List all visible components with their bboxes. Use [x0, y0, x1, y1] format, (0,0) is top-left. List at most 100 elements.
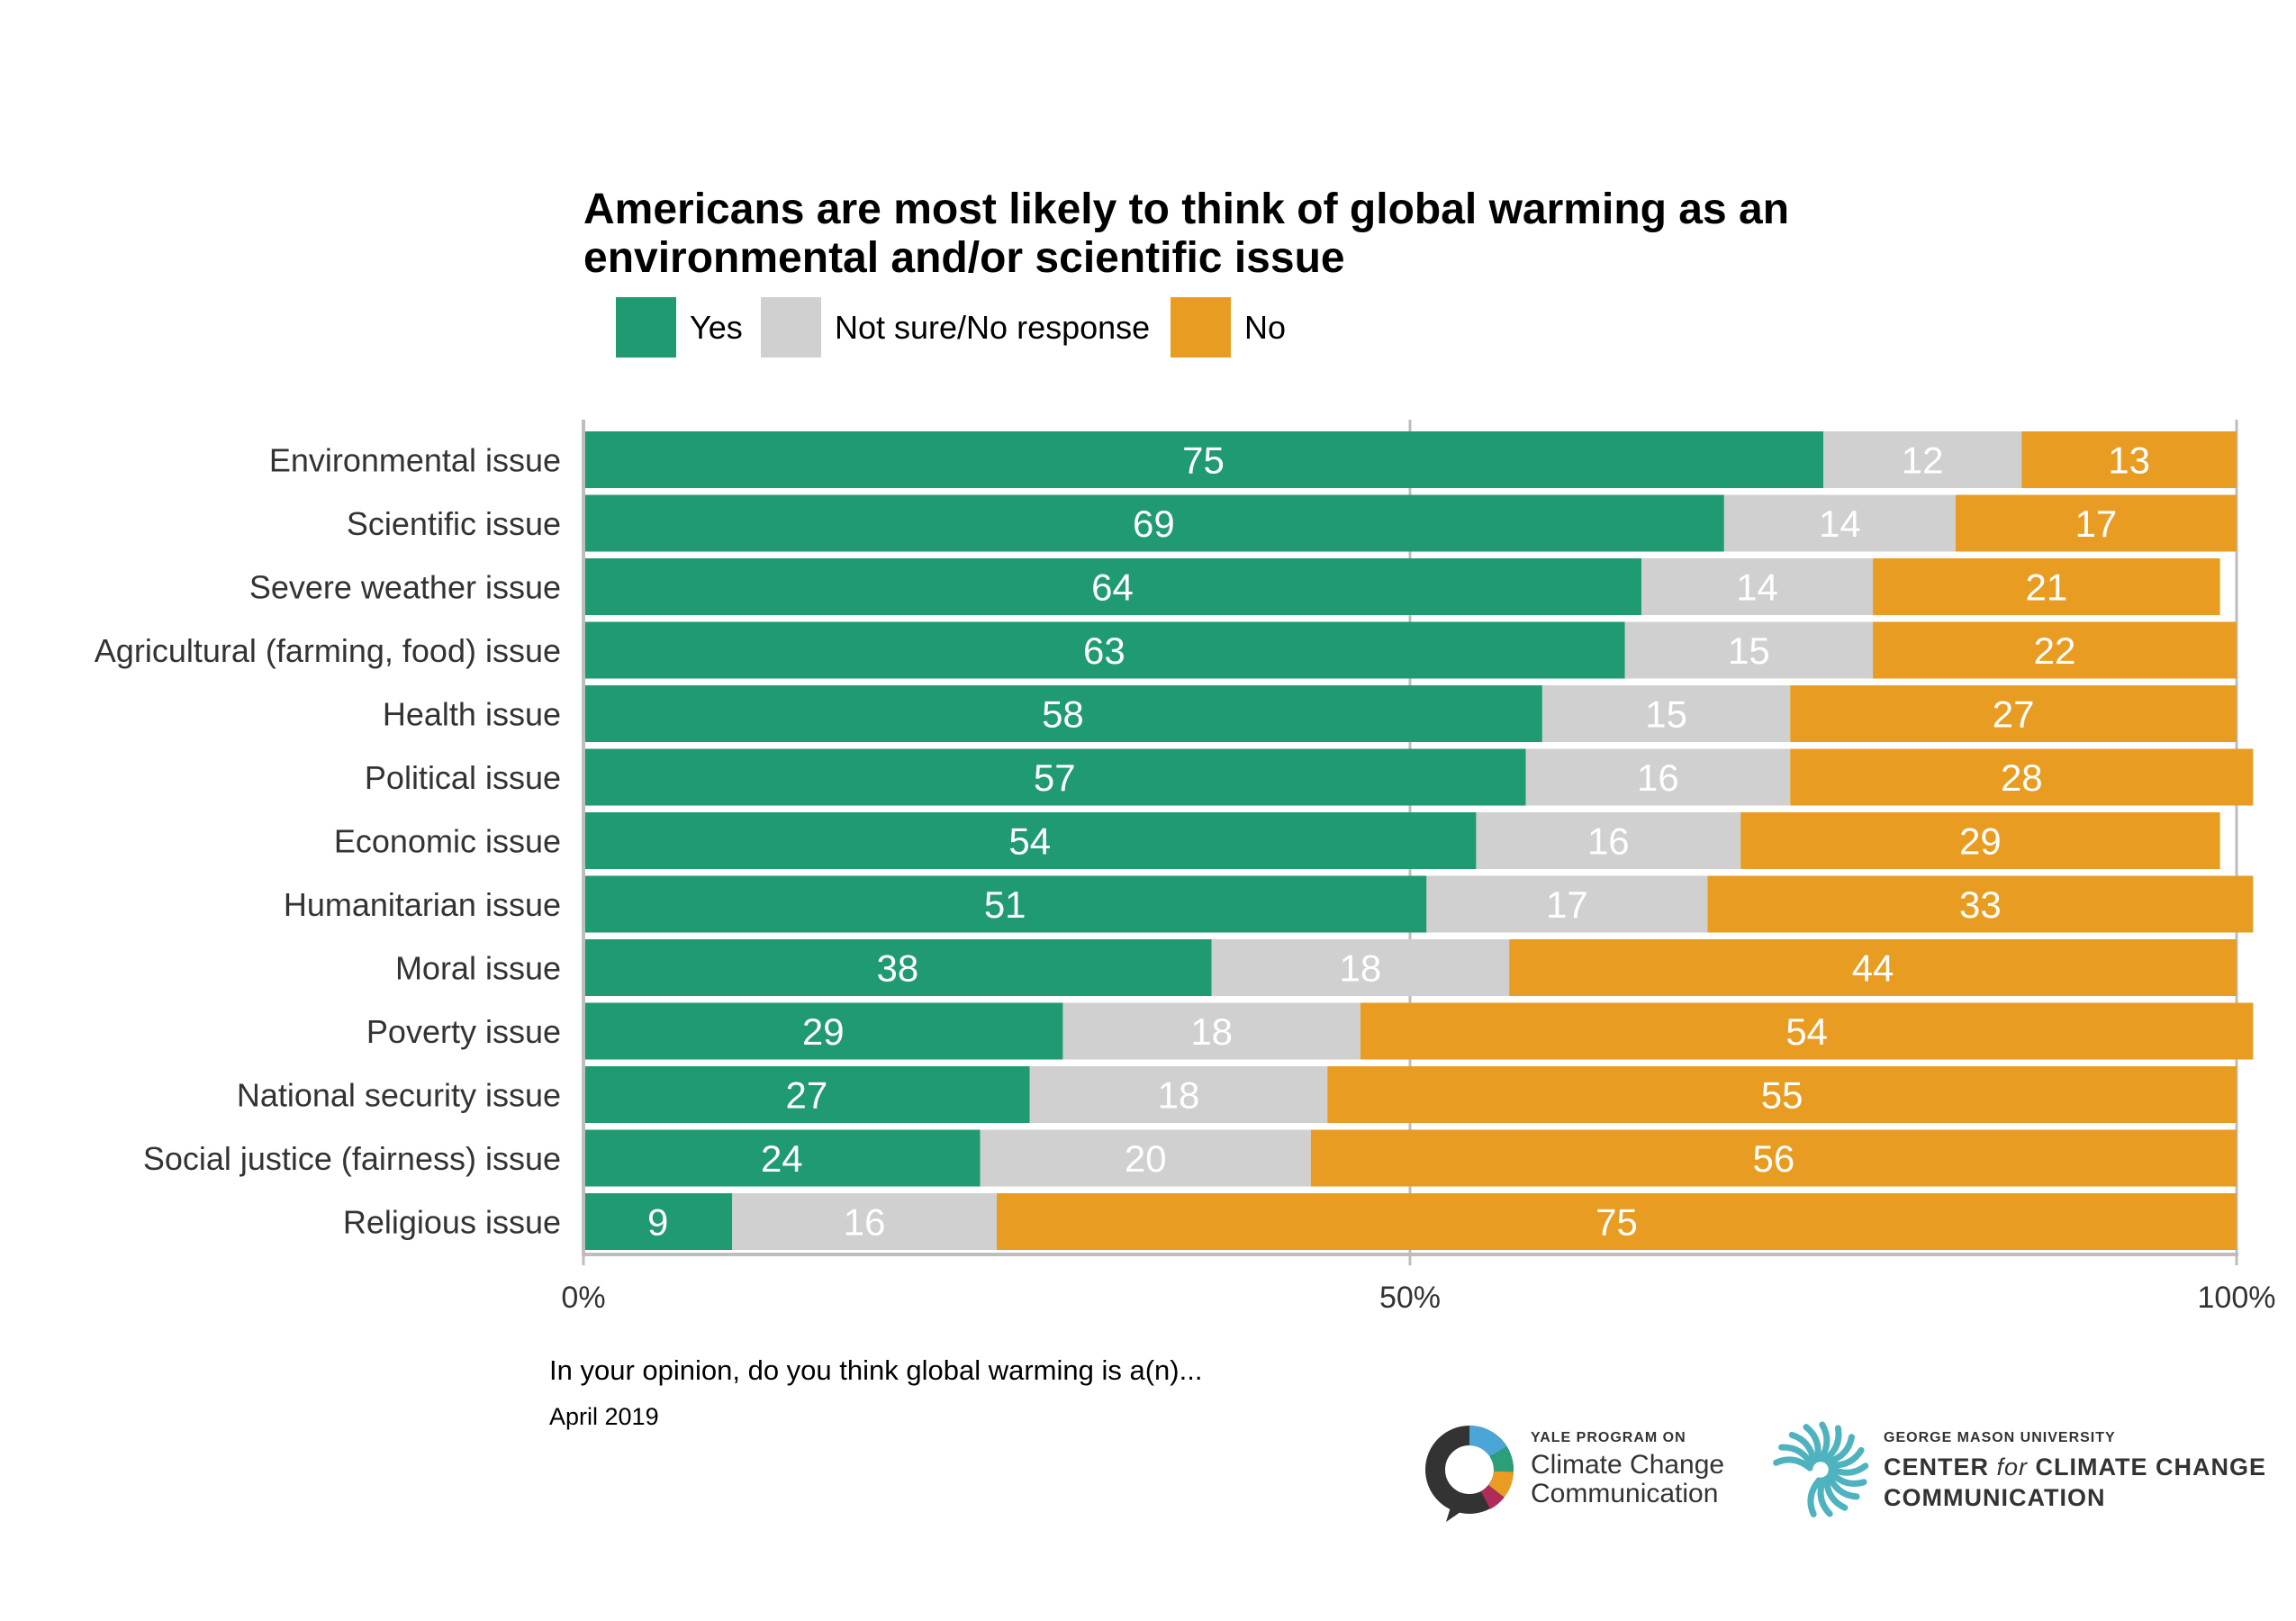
gmu-logo-center: CENTER [1884, 1453, 1997, 1481]
gmu-logo-small-text: GEORGE MASON UNIVERSITY [1884, 1430, 2116, 1445]
value-label-environmental-issue-yes: 75 [1182, 439, 1225, 482]
bar-health-issue-not-sure-no-response [1541, 685, 1791, 742]
yale-speech-bubble-icon [1425, 1426, 1514, 1522]
bar-moral-issue-not-sure-no-response [1211, 939, 1510, 996]
bar-severe-weather-issue-yes [583, 558, 1642, 615]
category-label-environmental-issue: Environmental issue [269, 442, 561, 479]
x-tick-labels: 0% 50% 100% [561, 1281, 2275, 1315]
bar-scientific-issue-yes [583, 494, 1724, 552]
bar-poverty-issue-no [1360, 1002, 2254, 1060]
bar-moral-issue-no [1509, 939, 2237, 996]
value-label-severe-weather-issue-yes: 64 [1091, 566, 1134, 609]
category-label-national-security-issue: National security issue [237, 1077, 561, 1114]
value-label-national-security-issue-yes: 27 [786, 1074, 828, 1117]
value-label-economic-issue-not-sure-no-response: 16 [1587, 820, 1630, 863]
value-label-agricultural-farming-food-issue-no: 22 [2034, 629, 2076, 672]
gmu-burst-icon [1773, 1421, 1869, 1517]
x-tick-label-50: 50% [1379, 1281, 1441, 1315]
bar-health-issue-yes [583, 685, 1542, 742]
bar-poverty-issue-not-sure-no-response [1062, 1002, 1360, 1060]
gmu-burst-ray [1807, 1477, 1822, 1517]
chart-title-line-2: environmental and/or scientific issue [583, 234, 1345, 282]
value-label-poverty-issue-yes: 29 [802, 1010, 845, 1053]
bar-moral-issue-yes [583, 939, 1212, 996]
legend-swatch-not-sure-no-response [761, 297, 821, 358]
x-tick-label-100: 100% [2198, 1281, 2276, 1315]
bar-religious-issue-no [997, 1193, 2237, 1250]
value-label-social-justice-fairness-issue-no: 56 [1753, 1137, 1795, 1180]
bar-national-security-issue-not-sure-no-response [1029, 1066, 1328, 1123]
legend-swatch-yes [616, 297, 676, 358]
bar-poverty-issue-yes [583, 1002, 1063, 1060]
value-label-national-security-issue-not-sure-no-response: 18 [1158, 1074, 1200, 1117]
value-label-moral-issue-no: 44 [1852, 947, 1894, 990]
gmu-logo-line-1: CENTER for CLIMATE CHANGE [1884, 1453, 2266, 1481]
value-label-scientific-issue-not-sure-no-response: 14 [1819, 503, 1861, 545]
bar-economic-issue-yes [583, 812, 1477, 869]
legend: Yes Not sure/No response No [616, 297, 1286, 358]
bars: 75 12 13 69 14 17 64 14 21 63 15 22 58 15 27 57 16 28 54 16… [583, 431, 2254, 1250]
bar-religious-issue-not-sure-no-response [732, 1193, 997, 1250]
gmu-burst-ray [1826, 1472, 1860, 1500]
value-label-religious-issue-no: 75 [1595, 1201, 1638, 1244]
value-label-severe-weather-issue-not-sure-no-response: 14 [1736, 566, 1778, 609]
gmu-burst-ray [1817, 1477, 1833, 1517]
gmu-burst-ray [1828, 1463, 1869, 1476]
bar-political-issue-not-sure-no-response [1525, 748, 1791, 806]
gmu-burst-ray [1822, 1475, 1849, 1511]
gmu-logo-for: for [1997, 1453, 2029, 1481]
category-label-political-issue: Political issue [365, 759, 561, 796]
date-note: April 2019 [549, 1403, 659, 1430]
gmu-burst-ray [1817, 1421, 1830, 1463]
value-label-humanitarian-issue-not-sure-no-response: 17 [1546, 883, 1588, 926]
bar-political-issue-no [1790, 748, 2254, 806]
bar-severe-weather-issue-not-sure-no-response [1641, 558, 1874, 615]
x-tick-label-0: 0% [561, 1281, 605, 1315]
category-label-scientific-issue: Scientific issue [347, 505, 561, 542]
gmu-burst-ray [1824, 1434, 1855, 1465]
bar-scientific-issue-no [1955, 494, 2237, 552]
value-label-national-security-issue-no: 55 [1761, 1074, 1803, 1117]
bar-humanitarian-issue-no [1707, 875, 2254, 933]
value-label-economic-issue-no: 29 [1959, 820, 2002, 863]
gmu-logo-line-2: COMMUNICATION [1884, 1484, 2105, 1511]
value-label-environmental-issue-no: 13 [2108, 439, 2150, 482]
bar-social-justice-fairness-issue-no [1310, 1129, 2237, 1187]
gmu-burst-ray [1821, 1425, 1842, 1463]
bar-severe-weather-issue-no [1873, 558, 2220, 615]
value-label-social-justice-fairness-issue-yes: 24 [761, 1137, 803, 1180]
chart-title-line-1: Americans are most likely to think of gl… [583, 186, 1789, 233]
value-label-religious-issue-not-sure-no-response: 16 [844, 1201, 886, 1244]
gmu-burst-ray [1828, 1469, 1867, 1487]
value-label-humanitarian-issue-yes: 51 [984, 883, 1026, 926]
value-label-poverty-issue-not-sure-no-response: 18 [1190, 1010, 1233, 1053]
question-note: In your opinion, do you think global war… [549, 1354, 1202, 1386]
axes [582, 420, 2238, 1265]
bar-agricultural-farming-food-issue-no [1873, 621, 2237, 679]
value-label-humanitarian-issue-no: 33 [1959, 883, 2002, 926]
bar-social-justice-fairness-issue-yes [583, 1129, 981, 1187]
bar-environmental-issue-not-sure-no-response [1823, 431, 2022, 488]
value-label-moral-issue-not-sure-no-response: 18 [1340, 947, 1382, 990]
value-label-severe-weather-issue-no: 21 [2026, 566, 2068, 609]
bar-humanitarian-issue-yes [583, 875, 1427, 933]
value-label-religious-issue-yes: 9 [647, 1201, 668, 1244]
category-labels: Environmental issue Scientific issue Sever… [95, 442, 561, 1241]
bar-national-security-issue-no [1327, 1066, 2237, 1123]
bar-economic-issue-not-sure-no-response [1476, 812, 1741, 869]
category-label-economic-issue: Economic issue [334, 823, 561, 860]
bar-social-justice-fairness-issue-not-sure-no-response [980, 1129, 1311, 1187]
gmu-logo-climate-change: CLIMATE CHANGE [2028, 1453, 2266, 1481]
value-label-political-issue-yes: 57 [1034, 756, 1076, 799]
gmu-burst-ray [1773, 1456, 1813, 1472]
value-label-political-issue-not-sure-no-response: 16 [1637, 756, 1679, 799]
legend-label-no: No [1244, 309, 1286, 346]
category-label-severe-weather-issue: Severe weather issue [249, 569, 561, 606]
yale-climate-logo: YALE PROGRAM ON Climate Change Communica… [1425, 1426, 1724, 1522]
category-label-health-issue: Health issue [383, 696, 561, 733]
bar-scientific-issue-not-sure-no-response [1723, 494, 1956, 552]
bar-agricultural-farming-food-issue-yes [583, 621, 1625, 679]
legend-label-not-sure-no-response: Not sure/No response [835, 309, 1150, 346]
value-label-moral-issue-yes: 38 [876, 947, 918, 990]
